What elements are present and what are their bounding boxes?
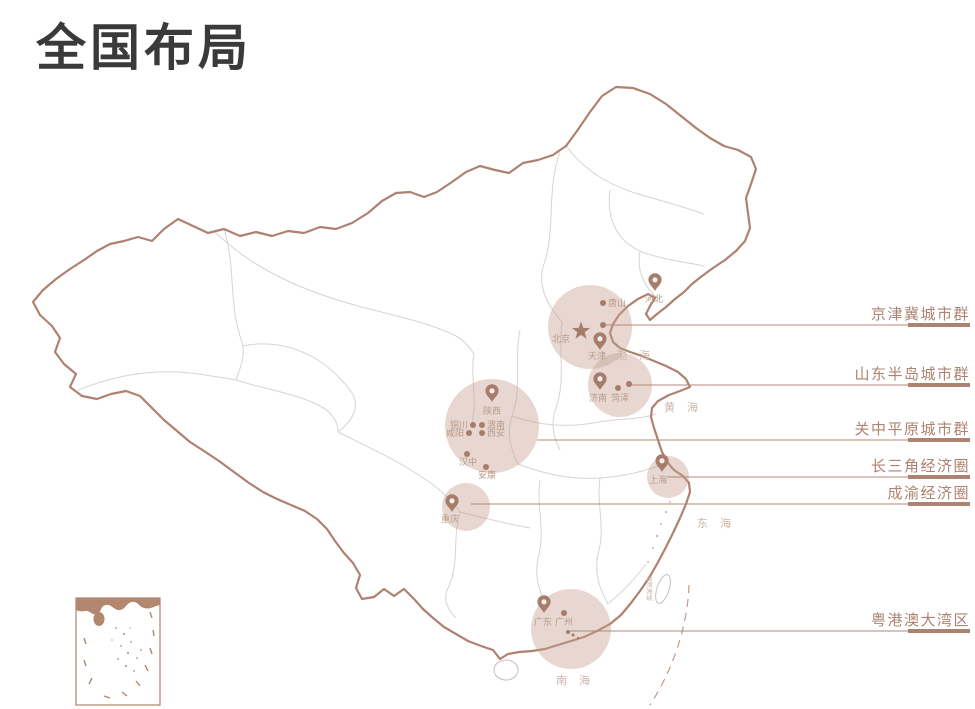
sea-label: 东海 — [697, 516, 743, 530]
capital-marker: 北京 — [552, 321, 606, 344]
pin-label: 陕西 — [483, 405, 501, 416]
city-dot — [479, 430, 485, 436]
city-label: 咸阳 — [446, 427, 464, 438]
city-label: 安康 — [478, 469, 496, 480]
callout-jingjinji: 京津冀城市群 — [604, 306, 970, 327]
city-dot — [600, 300, 606, 306]
city-label: 渭南 — [487, 419, 505, 430]
city-dot — [561, 610, 567, 616]
callout-label: 成渝经济圈 — [887, 485, 970, 502]
callout-dawanqu: 粤港澳大湾区 — [569, 611, 970, 633]
city-label: 铜川 — [450, 419, 468, 430]
taiwan-island — [655, 574, 671, 604]
city-label: 广州 — [555, 616, 573, 627]
cluster-circle-dawanqu — [531, 589, 611, 669]
callout-bar — [908, 502, 970, 506]
city-dot — [479, 422, 485, 428]
inset-islands — [111, 627, 142, 672]
nine-dash-line — [649, 584, 690, 706]
hk-islets-dot — [566, 630, 570, 634]
callout-bar — [908, 475, 970, 479]
callout-label: 粤港澳大湾区 — [871, 611, 970, 629]
callout-anchor-dot — [626, 381, 632, 387]
callout-shandong: 山东半岛城市群 — [630, 366, 970, 387]
city-dot — [466, 430, 472, 436]
sea-labels: 渤海 黄海 东海 南海 台湾海峡 — [556, 348, 743, 687]
pin-label: 上海 — [649, 474, 667, 485]
coastal-islets — [647, 501, 671, 563]
city-dot — [615, 385, 621, 391]
china-national-border — [31, 85, 758, 661]
city-label: 唐山 — [608, 297, 626, 308]
inset-frame — [75, 597, 161, 706]
callout-anchor-dot — [600, 322, 606, 328]
callout-label: 京津冀城市群 — [871, 306, 970, 323]
capital-star-icon — [571, 321, 591, 339]
strait-label: 台湾海峡 — [645, 574, 653, 603]
hainan-island — [493, 659, 519, 681]
city-label: 菏泽 — [611, 393, 629, 403]
callout-chengyu: 成渝经济圈 — [471, 485, 970, 506]
callout-label: 长三角经济圈 — [871, 458, 970, 475]
pin-label: 广东 — [534, 616, 552, 627]
inset-mainland — [76, 598, 160, 615]
page-title: 全国布局 — [36, 20, 252, 76]
callout-changsanjiao: 长三角经济圈 — [667, 458, 970, 479]
inset-nine-dash — [83, 611, 155, 699]
cluster-circle-jingjinji — [548, 285, 632, 369]
location-pins: 河北 天津 济南 陕西 上海 重庆 广东 — [441, 273, 669, 627]
city-label: 西安 — [487, 427, 505, 438]
callout-label: 山东半岛城市群 — [854, 366, 970, 383]
callout-bar — [908, 438, 970, 442]
callout-bar — [908, 629, 970, 633]
pin-label: 天津 — [588, 351, 606, 361]
callout-guanzhong: 关中平原城市群 — [537, 421, 970, 442]
callout-bar — [908, 383, 970, 387]
pin-label: 重庆 — [441, 513, 459, 524]
city-dot — [470, 422, 476, 428]
pin-label: 济南 — [589, 392, 607, 403]
inset-hainan — [93, 612, 105, 626]
city-dot — [483, 464, 489, 470]
south-china-sea-inset — [75, 597, 161, 706]
province-borders — [77, 145, 705, 619]
callout-bar — [908, 323, 970, 327]
pin-label: 河北 — [645, 293, 663, 304]
sea-label: 黄海 — [664, 400, 710, 414]
cluster-circle-guanzhong — [445, 379, 539, 473]
city-label: 汉中 — [459, 456, 477, 467]
location-pin-icon — [648, 273, 662, 291]
hk-islets-dot — [576, 636, 580, 640]
sea-label: 渤海 — [616, 348, 662, 362]
city-dot — [464, 451, 470, 457]
callout-label: 关中平原城市群 — [854, 421, 970, 438]
callouts: 京津冀城市群 山东半岛城市群 关中平原城市群 长三角经济圈 成渝经济圈 — [471, 306, 970, 633]
city-dots: 唐山 菏泽 铜川 渭南 咸阳 西安 汉中 安康 广州 — [446, 297, 632, 640]
hk-islets-dot — [571, 633, 575, 637]
capital-label: 北京 — [552, 333, 570, 344]
cluster-circle-shandong — [588, 353, 652, 417]
sea-label: 南海 — [556, 673, 602, 687]
